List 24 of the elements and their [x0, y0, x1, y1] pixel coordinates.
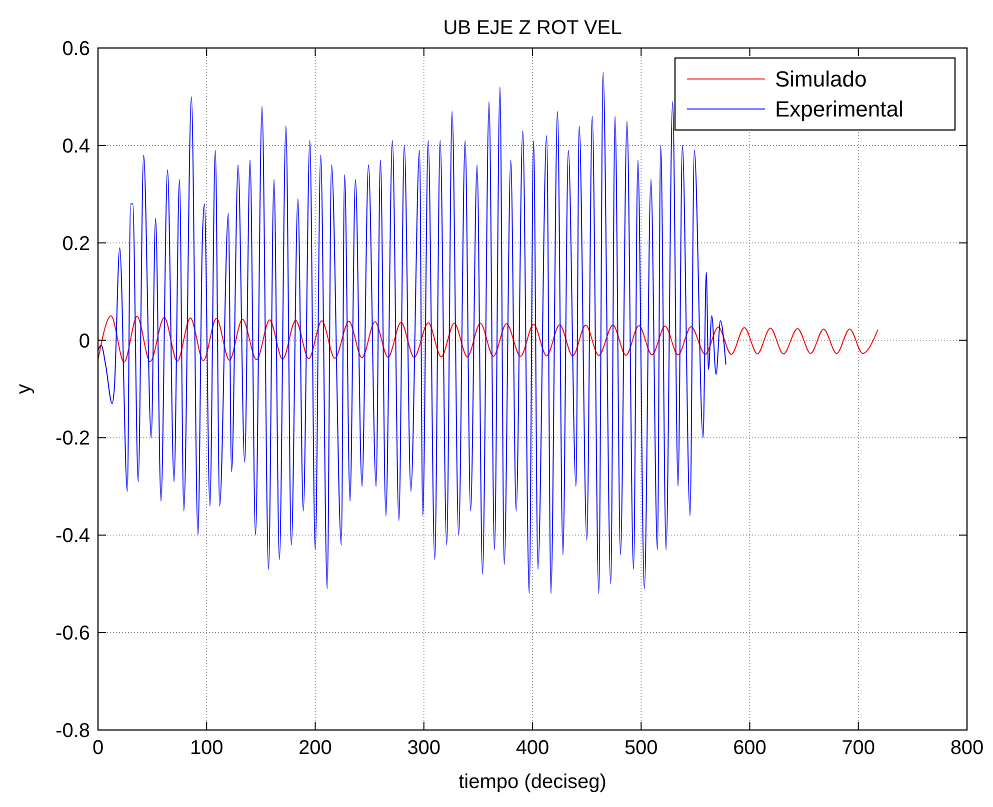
- x-tick-label: 100: [190, 737, 224, 759]
- y-tick-label: -0.2: [56, 428, 90, 450]
- x-tick-label: 300: [407, 737, 441, 759]
- x-tick-label: 200: [298, 737, 332, 759]
- y-tick-label: 0.4: [62, 135, 90, 158]
- x-tick-label: 800: [950, 737, 984, 759]
- line-series: [98, 315, 878, 363]
- legend-label: Simulado: [775, 66, 867, 92]
- x-tick-label: 500: [624, 737, 658, 759]
- y-tick-label: 0.6: [62, 38, 90, 60]
- y-tick-label: 0: [78, 330, 90, 352]
- y-tick-label: -0.6: [56, 622, 90, 645]
- y-tick-label: 0.2: [62, 232, 90, 255]
- line-series: [98, 72, 726, 594]
- x-tick-label: 0: [92, 737, 104, 759]
- y-tick-label: -0.8: [56, 720, 90, 742]
- x-tick-label: 400: [516, 737, 550, 759]
- x-tick-label: 700: [842, 737, 876, 759]
- legend-label: Experimental: [775, 96, 904, 122]
- y-tick-label: -0.4: [56, 525, 90, 548]
- x-tick-label: 600: [733, 737, 766, 759]
- chart-title: UB EJE Z ROT VEL: [443, 17, 622, 39]
- y-axis-title: y: [13, 384, 35, 394]
- x-axis-title: tiempo (deciseg): [458, 771, 606, 793]
